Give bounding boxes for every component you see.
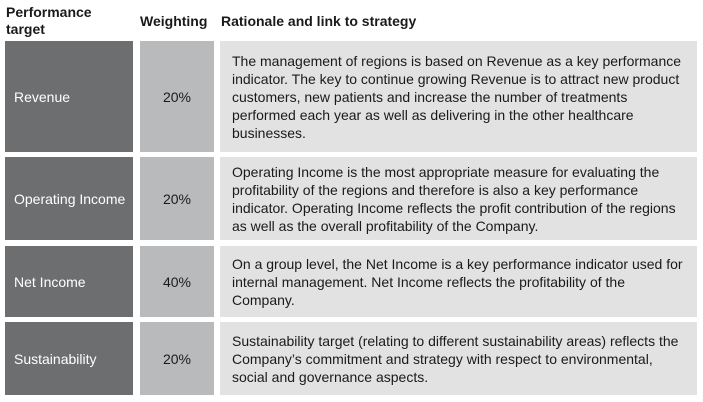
target-cell-sustainability: Sustainability	[5, 322, 133, 395]
target-cell-net-income: Net Income	[5, 246, 133, 317]
target-label: Operating Income	[14, 190, 126, 207]
rationale-cell-revenue: The management of regions is based on Re…	[220, 41, 697, 152]
weighting-cell-sustainability: 20%	[140, 322, 214, 395]
rationale-cell-net-income: On a group level, the Net Income is a ke…	[220, 246, 697, 317]
header-performance-target: Performance target	[6, 4, 92, 37]
weighting-value: 20%	[162, 190, 192, 207]
rationale-text: On a group level, the Net Income is a ke…	[232, 255, 683, 308]
weighting-cell-operating-income: 20%	[140, 157, 214, 240]
rationale-cell-sustainability: Sustainability target (relating to diffe…	[220, 322, 697, 395]
weighting-cell-revenue: 20%	[140, 41, 214, 152]
header-rationale: Rationale and link to strategy	[221, 13, 417, 29]
header-weighting: Weighting	[140, 13, 208, 29]
rationale-text: Operating Income is the most appropriate…	[232, 163, 676, 234]
weighting-value: 40%	[162, 273, 192, 290]
rationale-cell-operating-income: Operating Income is the most appropriate…	[220, 157, 697, 240]
target-label: Net Income	[14, 273, 86, 290]
weighting-cell-net-income: 40%	[140, 246, 214, 317]
rationale-text: Sustainability target (relating to diffe…	[232, 332, 679, 385]
target-label: Sustainability	[14, 350, 97, 367]
target-label: Revenue	[14, 88, 71, 105]
target-cell-revenue: Revenue	[5, 41, 133, 152]
weighting-value: 20%	[162, 88, 192, 105]
weighting-value: 20%	[162, 350, 192, 367]
target-cell-operating-income: Operating Income	[5, 157, 133, 240]
rationale-text: The management of regions is based on Re…	[232, 52, 682, 141]
